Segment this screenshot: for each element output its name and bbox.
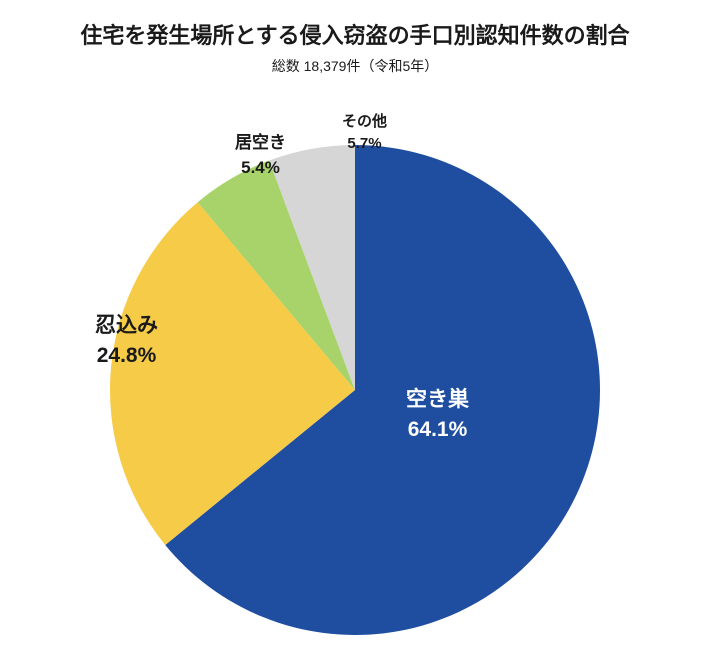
- slice-label-name: 忍込み: [95, 311, 158, 341]
- slice-label-pct: 24.8%: [95, 341, 158, 371]
- slice-label-pct: 5.4%: [235, 156, 286, 181]
- chart-subtitle: 総数 18,379件（令和5年）: [0, 56, 710, 76]
- pie-chart: 空き巣64.1% 忍込み24.8% 居空き5.4% その他5.7%: [0, 95, 710, 635]
- slice-label-pct: 5.7%: [342, 133, 387, 155]
- slice-label: 忍込み24.8%: [95, 311, 158, 372]
- slice-label: 居空き5.4%: [235, 131, 286, 180]
- slice-label-pct: 64.1%: [406, 415, 469, 445]
- slice-label-name: 空き巣: [406, 385, 469, 415]
- slice-label: 空き巣64.1%: [406, 385, 469, 446]
- slice-label-name: その他: [342, 111, 387, 133]
- slice-label: その他5.7%: [342, 111, 387, 155]
- slice-label-name: 居空き: [235, 131, 286, 156]
- chart-title: 住宅を発生場所とする侵入窃盗の手口別認知件数の割合: [0, 18, 710, 50]
